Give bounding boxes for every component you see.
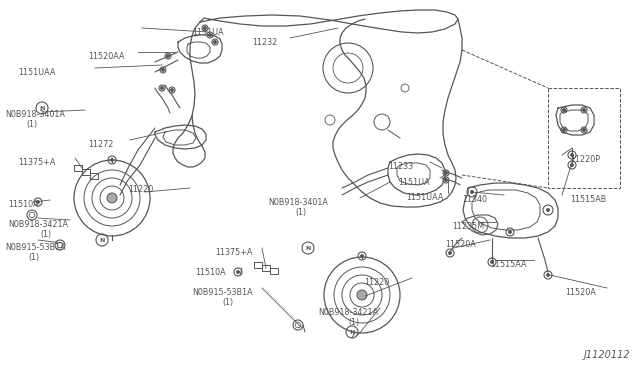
Text: 11515AB: 11515AB	[570, 195, 606, 204]
Text: N0B915-53B1A: N0B915-53B1A	[192, 288, 253, 297]
Text: 1151UA: 1151UA	[398, 178, 429, 187]
Circle shape	[563, 109, 566, 112]
Circle shape	[563, 128, 566, 131]
Text: N: N	[305, 246, 310, 250]
Text: 1151UAA: 1151UAA	[18, 68, 56, 77]
Text: 11520AA: 11520AA	[88, 52, 125, 61]
Text: 11515AA: 11515AA	[490, 260, 527, 269]
Circle shape	[204, 26, 207, 29]
Text: 11220: 11220	[128, 185, 153, 194]
Circle shape	[170, 89, 173, 92]
Circle shape	[470, 190, 474, 193]
Text: 11220P: 11220P	[570, 155, 600, 164]
Text: N: N	[349, 330, 355, 334]
Circle shape	[107, 193, 117, 203]
Text: 11375+A: 11375+A	[18, 158, 56, 167]
Circle shape	[161, 87, 163, 90]
Circle shape	[166, 55, 170, 58]
Circle shape	[36, 201, 40, 203]
Circle shape	[570, 154, 573, 157]
Text: 11510A: 11510A	[8, 200, 38, 209]
Circle shape	[161, 68, 164, 71]
Circle shape	[357, 290, 367, 300]
Text: 11220: 11220	[364, 278, 389, 287]
Circle shape	[449, 251, 451, 254]
Text: 11520A: 11520A	[565, 288, 596, 297]
Circle shape	[547, 208, 550, 212]
Circle shape	[582, 128, 586, 131]
Text: N0B918-3401A: N0B918-3401A	[5, 110, 65, 119]
Text: 1151UA: 1151UA	[192, 28, 223, 37]
Circle shape	[209, 33, 211, 36]
Circle shape	[570, 164, 573, 167]
Circle shape	[445, 171, 447, 174]
Text: 11340: 11340	[462, 195, 487, 204]
Circle shape	[490, 260, 493, 263]
Text: 11520A: 11520A	[445, 240, 476, 249]
Text: (1): (1)	[26, 120, 37, 129]
Text: 11232: 11232	[252, 38, 277, 47]
Text: 11510A: 11510A	[195, 268, 226, 277]
Circle shape	[547, 273, 550, 276]
Circle shape	[582, 109, 586, 112]
Circle shape	[111, 158, 113, 161]
Text: (1): (1)	[222, 298, 233, 307]
Text: N: N	[99, 237, 105, 243]
Text: J1120112: J1120112	[584, 350, 630, 360]
Text: (1): (1)	[40, 230, 51, 239]
Text: (1): (1)	[348, 318, 359, 327]
Text: N0B918-3401A: N0B918-3401A	[268, 198, 328, 207]
Circle shape	[445, 179, 447, 182]
Text: N0B915-53B1A: N0B915-53B1A	[5, 243, 66, 252]
Circle shape	[360, 254, 364, 257]
Text: 11272: 11272	[88, 140, 113, 149]
Circle shape	[509, 231, 511, 234]
Text: 11375+A: 11375+A	[215, 248, 252, 257]
Text: N0B918-3421A: N0B918-3421A	[8, 220, 68, 229]
Text: N0B918-3421A: N0B918-3421A	[318, 308, 378, 317]
Circle shape	[237, 270, 239, 273]
Text: 1151UAA: 1151UAA	[406, 193, 444, 202]
Text: 11233: 11233	[388, 162, 413, 171]
Text: (1): (1)	[28, 253, 39, 262]
Text: (1): (1)	[295, 208, 306, 217]
Circle shape	[214, 41, 216, 44]
Text: 11235M: 11235M	[452, 222, 484, 231]
Text: N: N	[39, 106, 45, 110]
